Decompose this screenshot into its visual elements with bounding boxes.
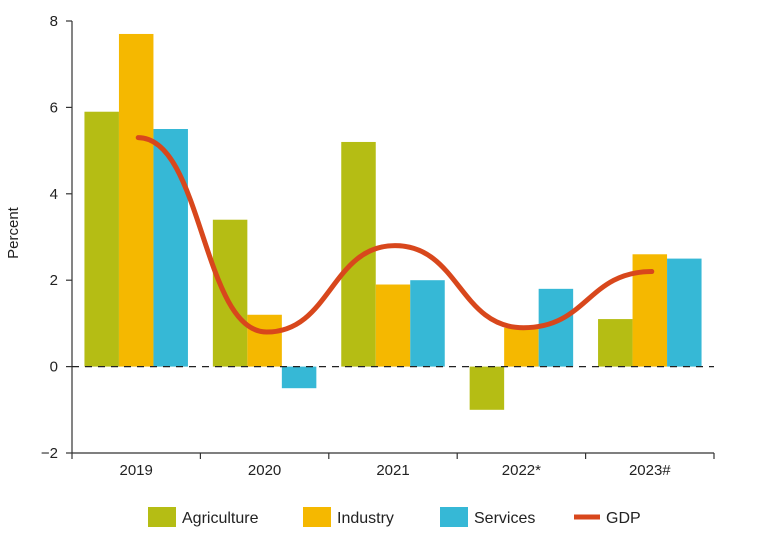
legend-label-gdp: GDP [606,510,641,527]
bar-agriculture [84,111,119,367]
y-tick-label: 4 [50,186,58,203]
bar-industry [118,33,154,367]
bar-agriculture [469,366,505,410]
legend-swatch-services [440,507,468,527]
y-tick-label: 6 [50,99,58,116]
x-tick-label: 2022* [502,462,541,479]
x-tick-label: 2021 [376,462,409,479]
y-tick-label: 8 [50,13,58,30]
bar-services [410,280,445,367]
bar-industry [504,327,539,367]
legend-swatch-industry [303,507,331,527]
y-tick-label: 2 [50,272,58,289]
x-axis: 2019 2020 2021 2022* 2023# [71,452,715,479]
bar-services [281,366,317,389]
gdp-line [135,135,655,335]
bars [84,33,702,410]
bar-agriculture [598,319,633,367]
y-tick-label: −2 [41,445,58,462]
y-axis-title: Percent [5,206,22,259]
x-tick-label: 2020 [248,462,281,479]
legend-label-services: Services [474,510,535,527]
bar-services [667,258,702,367]
bar-agriculture [212,219,248,367]
legend: Agriculture Industry Services GDP [148,507,641,527]
bar-industry [375,284,411,367]
bar-agriculture [341,141,376,367]
legend-swatch-agriculture [148,507,176,527]
legend-label-industry: Industry [337,510,394,527]
bar-services [153,129,188,367]
y-axis: −2 0 2 4 6 8 [41,13,73,462]
bar-industry [247,314,282,367]
y-tick-label: 0 [50,359,58,376]
gdp-line-group [135,135,655,335]
legend-label-agriculture: Agriculture [182,510,259,527]
x-tick-label: 2023# [629,462,671,479]
x-tick-label: 2019 [120,462,153,479]
